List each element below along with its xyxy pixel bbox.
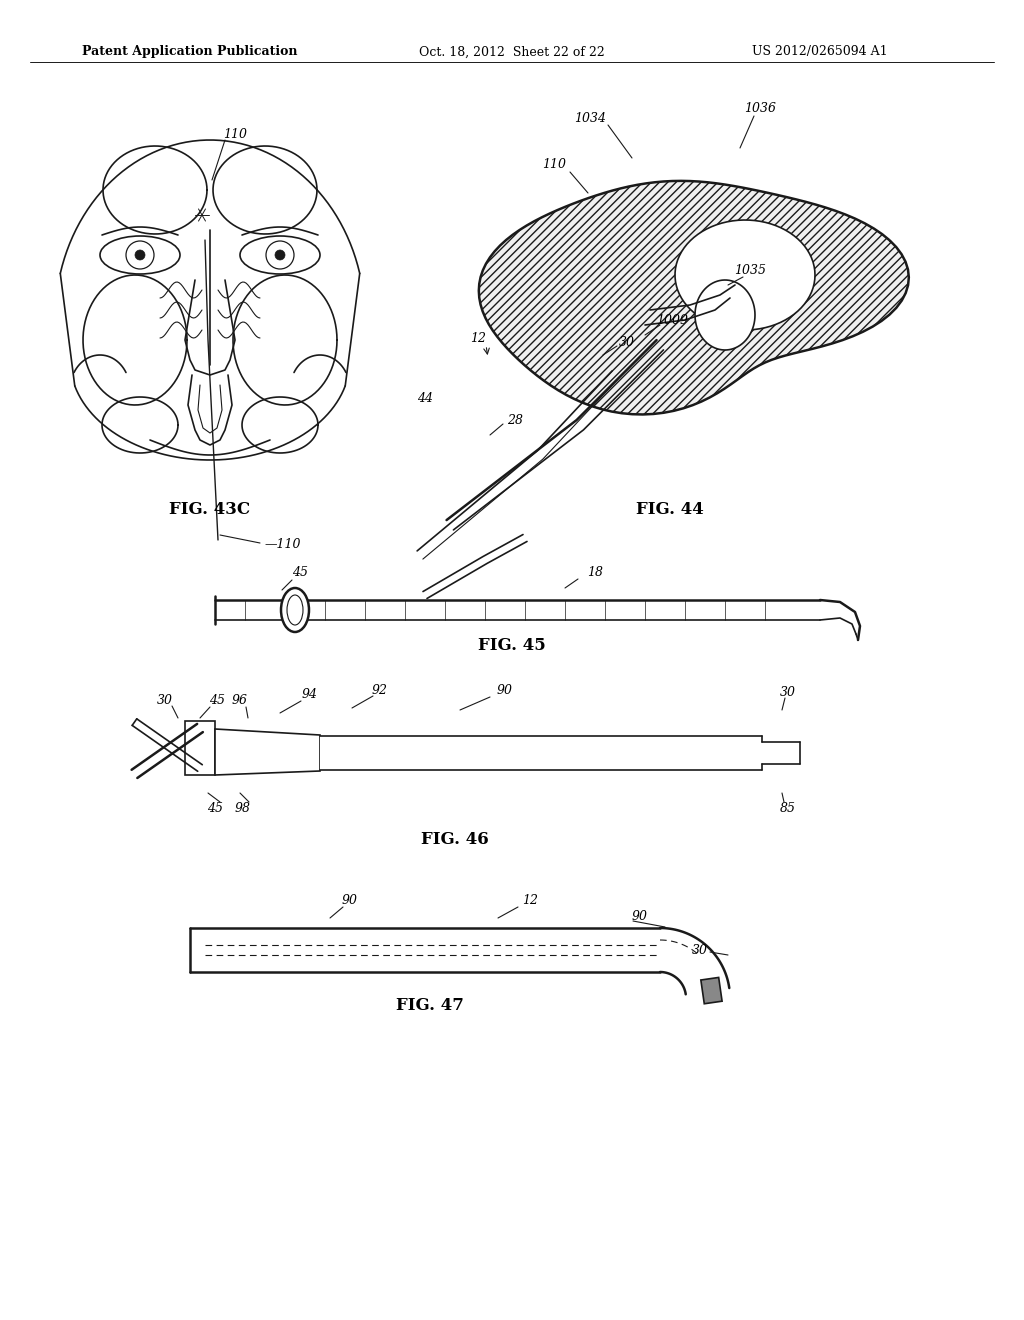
Polygon shape bbox=[675, 220, 815, 330]
Text: FIG. 46: FIG. 46 bbox=[421, 832, 488, 849]
Text: FIG. 44: FIG. 44 bbox=[636, 502, 703, 519]
Text: 1009: 1009 bbox=[656, 314, 688, 326]
Ellipse shape bbox=[281, 587, 309, 632]
Text: 1035: 1035 bbox=[734, 264, 766, 276]
Text: 110: 110 bbox=[223, 128, 247, 141]
Text: 30: 30 bbox=[780, 685, 796, 698]
Text: 85: 85 bbox=[780, 801, 796, 814]
Circle shape bbox=[275, 249, 285, 260]
Text: 92: 92 bbox=[372, 684, 388, 697]
Text: —110: —110 bbox=[265, 539, 301, 552]
Text: FIG. 47: FIG. 47 bbox=[396, 997, 464, 1014]
Polygon shape bbox=[215, 729, 319, 775]
Text: 18: 18 bbox=[587, 565, 603, 578]
Text: 30: 30 bbox=[618, 335, 635, 348]
Text: 98: 98 bbox=[234, 801, 251, 814]
Text: Patent Application Publication: Patent Application Publication bbox=[82, 45, 298, 58]
Polygon shape bbox=[660, 928, 729, 994]
Polygon shape bbox=[479, 181, 909, 414]
Text: 110: 110 bbox=[542, 158, 566, 172]
Text: 90: 90 bbox=[497, 684, 513, 697]
Bar bbox=[700, 977, 722, 1003]
Polygon shape bbox=[185, 721, 215, 775]
Text: 28: 28 bbox=[507, 413, 523, 426]
Text: 1034: 1034 bbox=[574, 111, 606, 124]
Text: US 2012/0265094 A1: US 2012/0265094 A1 bbox=[753, 45, 888, 58]
Text: FIG. 45: FIG. 45 bbox=[478, 636, 546, 653]
Text: Oct. 18, 2012  Sheet 22 of 22: Oct. 18, 2012 Sheet 22 of 22 bbox=[419, 45, 605, 58]
Text: 30: 30 bbox=[157, 693, 173, 706]
Text: 90: 90 bbox=[632, 909, 648, 923]
Text: 12: 12 bbox=[470, 331, 486, 345]
Text: 30: 30 bbox=[692, 944, 708, 957]
Text: 96: 96 bbox=[232, 693, 248, 706]
Polygon shape bbox=[695, 280, 755, 350]
Text: 45: 45 bbox=[207, 801, 223, 814]
Text: 94: 94 bbox=[302, 689, 318, 701]
Text: 90: 90 bbox=[342, 894, 358, 907]
Bar bbox=[319, 737, 762, 770]
Ellipse shape bbox=[287, 595, 303, 624]
Text: 44: 44 bbox=[417, 392, 433, 404]
Text: 45: 45 bbox=[209, 693, 225, 706]
Text: 45: 45 bbox=[292, 566, 308, 579]
Text: 12: 12 bbox=[522, 894, 538, 907]
Text: 1036: 1036 bbox=[744, 102, 776, 115]
Text: FIG. 43C: FIG. 43C bbox=[169, 502, 251, 519]
Bar bbox=[190, 928, 660, 972]
Circle shape bbox=[135, 249, 145, 260]
